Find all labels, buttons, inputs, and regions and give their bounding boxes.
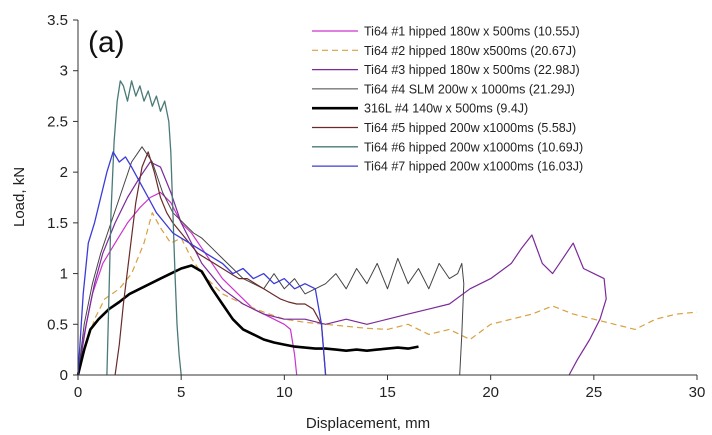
y-tick-label: 3 <box>60 63 68 80</box>
series-layer <box>76 80 698 376</box>
panel-label: (a) <box>88 26 125 59</box>
x-tick-label: 20 <box>482 384 499 401</box>
y-tick-label: 1 <box>60 266 68 283</box>
series-line-1 <box>77 191 298 376</box>
x-tick-label: 25 <box>585 384 602 401</box>
y-axis-title: Load, kN <box>11 167 28 227</box>
series-line-4 <box>77 146 465 376</box>
series-line-3 <box>77 161 607 376</box>
legend-label-4: Ti64 #4 SLM 200w x 1000ms (21.29J) <box>364 82 575 96</box>
legend-label-8: Ti64 #7 hipped 200w x1000ms (16.03J) <box>364 160 583 174</box>
y-tick-label: 1.5 <box>47 215 68 232</box>
axes-layer: 0 0.5 1 1.5 2 2.5 3 3.5 0 5 10 15 20 25 30 <box>47 12 705 401</box>
legend-label-7: Ti64 #6 hipped 200w x1000ms (10.69J) <box>364 140 583 154</box>
y-tick-label: 2.5 <box>47 113 68 130</box>
y-tick-label: 2 <box>60 164 68 181</box>
legend-label-5: 316L #4 140w x 500ms (9.4J) <box>364 102 528 116</box>
series-line-7 <box>106 80 182 376</box>
series-line-6 <box>114 151 327 376</box>
legend-label-1: Ti64 #1 hipped 180w x 500ms (10.55J) <box>364 25 580 39</box>
x-tick-label: 10 <box>276 384 293 401</box>
legend: Ti64 #1 hipped 180w x 500ms (10.55J) Ti64… <box>312 25 583 174</box>
x-tick-label: 0 <box>74 384 82 401</box>
x-tick-label: 30 <box>689 384 706 401</box>
series-line-8 <box>77 151 327 376</box>
y-tick-label: 0.5 <box>47 316 68 333</box>
series-line-2 <box>77 212 698 376</box>
y-tick-label: 0 <box>60 367 68 384</box>
x-tick-label: 15 <box>379 384 396 401</box>
x-axis-title: Displacement, mm <box>306 415 430 432</box>
series-line-5 <box>76 264 419 376</box>
legend-label-2: Ti64 #2 hipped 180w x500ms (20.67J) <box>364 44 576 58</box>
x-tick-label: 5 <box>177 384 185 401</box>
legend-label-3: Ti64 #3 hipped 180w x 500ms (22.98J) <box>364 63 580 77</box>
legend-label-6: Ti64 #5 hipped 200w x1000ms (5.58J) <box>364 121 576 135</box>
y-tick-label: 3.5 <box>47 12 68 29</box>
